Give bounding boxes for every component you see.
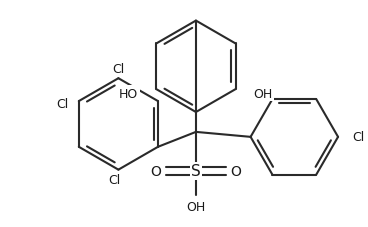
Text: Cl: Cl	[108, 173, 120, 186]
Text: Cl: Cl	[57, 97, 69, 110]
Text: OH: OH	[254, 87, 273, 100]
Text: HO: HO	[119, 87, 138, 100]
Text: Cl: Cl	[352, 131, 364, 144]
Text: S: S	[191, 163, 201, 178]
Text: OH: OH	[186, 200, 206, 213]
Text: O: O	[230, 164, 241, 178]
Text: Cl: Cl	[112, 62, 124, 75]
Text: O: O	[151, 164, 162, 178]
